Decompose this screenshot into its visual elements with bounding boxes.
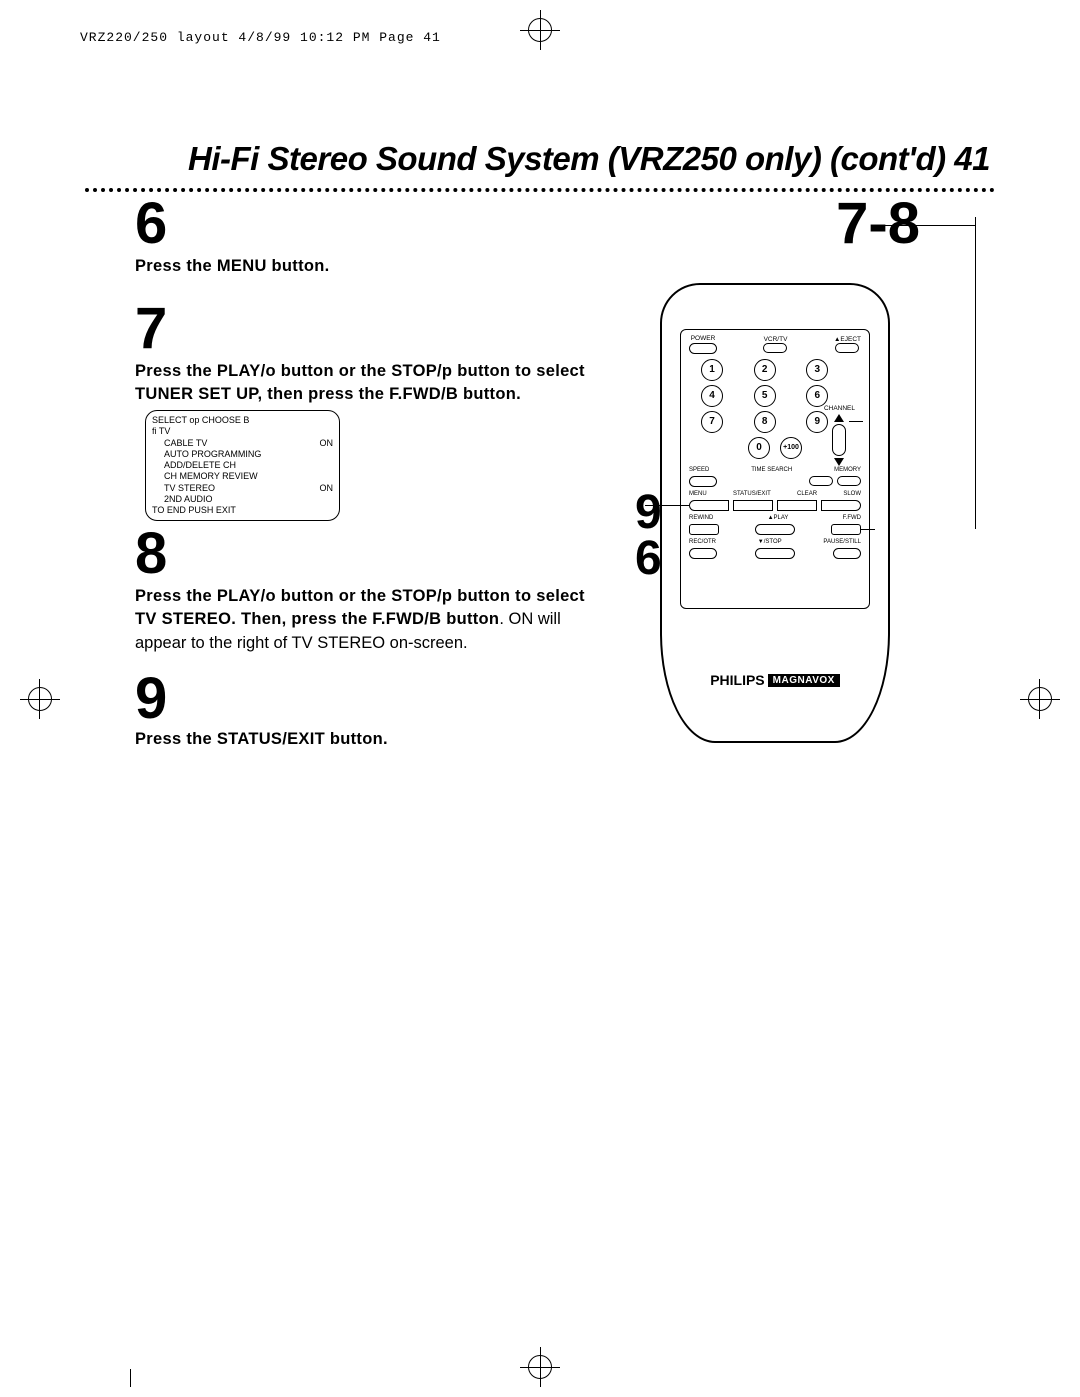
remote-power-button (689, 343, 717, 354)
step-7-8-callout-number: 7-8 (836, 195, 920, 253)
remote-label: MENU (689, 491, 707, 497)
remote-channel-rocker (832, 424, 846, 456)
remote-channel-down-icon (834, 458, 844, 466)
remote-num-6: 6 (806, 385, 828, 407)
remote-num-2: 2 (754, 359, 776, 381)
step-9-text: Press the STATUS/EXIT button. (135, 730, 388, 749)
remote-label: REWIND (689, 515, 713, 521)
screen-row: fi TV (152, 426, 333, 437)
remote-stop-button (755, 548, 795, 559)
screen-row: TV STEREO (164, 483, 215, 494)
remote-rec-button (689, 548, 717, 559)
screen-row: ADD/DELETE CH (152, 460, 333, 471)
callout-line-78 (880, 225, 975, 226)
page-title-row: Hi-Fi Stereo Sound System (VRZ250 only) … (90, 140, 990, 178)
callout-seg (849, 421, 863, 422)
screen-row: 2ND AUDIO (152, 494, 333, 505)
remote-brand: PHILIPS MAGNAVOX (660, 672, 890, 688)
crop-mark-right (1020, 679, 1060, 719)
remote-label: MEMORY (834, 467, 861, 473)
remote-num-8: 8 (754, 411, 776, 433)
crop-mark-left (20, 679, 60, 719)
remote-num-7: 7 (701, 411, 723, 433)
remote-label: ▼/STOP (758, 539, 782, 545)
step-7-text: Press the PLAY/o button or the STOP/p bu… (135, 360, 615, 405)
callout-menu-line (645, 505, 689, 506)
screen-top: SELECT op CHOOSE B (152, 415, 249, 426)
remote-num-4: 4 (701, 385, 723, 407)
tv-screen-menu: SELECT op CHOOSE B fi TV CABLE TV ON AUTO… (145, 410, 340, 521)
remote-channel-up-icon (834, 414, 844, 422)
page-header-meta: VRZ220/250 layout 4/8/99 10:12 PM Page 4… (80, 30, 441, 45)
step-7-line2: TUNER SET UP, then press the F.FWD/B but… (135, 385, 521, 403)
screen-bottom: TO END PUSH EXIT (152, 505, 333, 516)
step-6-text: Press the MENU button. (135, 257, 330, 276)
screen-row-val: ON (320, 483, 334, 494)
step-8-text: Press the PLAY/o button or the STOP/p bu… (135, 585, 615, 655)
remote-label: REC/OTR (689, 539, 716, 545)
crop-mark-top (520, 10, 560, 50)
callout-6: 6 (635, 536, 662, 582)
step-6-number: 6 (135, 195, 167, 253)
step-8-line2b: . ON will (499, 610, 560, 628)
remote-speed-button (689, 476, 717, 487)
step-7-number: 7 (135, 300, 167, 358)
remote-num-1: 1 (701, 359, 723, 381)
tick-mark (130, 1369, 131, 1387)
remote-pause-button (833, 548, 861, 559)
tick-mark (540, 1369, 541, 1387)
remote-slow-button (821, 500, 861, 511)
step-8-number: 8 (135, 525, 167, 583)
remote-label: F.FWD (843, 515, 861, 521)
remote-label: SLOW (843, 491, 861, 497)
remote-control-diagram: POWER VCR/TV ▲EJECT 1 2 3 4 5 6 7 8 9 (660, 283, 890, 743)
remote-vcrtv-button (763, 343, 787, 353)
remote-label: SPEED (689, 467, 709, 473)
screen-row: CABLE TV (164, 438, 207, 449)
step-8-line3: appear to the right of TV STEREO on-scre… (135, 634, 468, 652)
remote-num-3: 3 (806, 359, 828, 381)
page-title: Hi-Fi Stereo Sound System (VRZ250 only) … (188, 140, 990, 177)
remote-eject-button (835, 343, 859, 353)
remote-memory-button (837, 476, 861, 486)
remote-menu-button (689, 500, 729, 511)
step-8-line1: Press the PLAY/o button or the STOP/p bu… (135, 587, 585, 605)
remote-label: CLEAR (797, 491, 817, 497)
remote-num-0: 0 (748, 437, 770, 459)
step-9-number: 9 (135, 670, 167, 728)
brand-magnavox: MAGNAVOX (768, 674, 840, 687)
callout-9: 9 (635, 490, 662, 536)
step-7-line1: Press the PLAY/o button or the STOP/p bu… (135, 362, 585, 380)
remote-label: STATUS/EXIT (733, 491, 771, 497)
remote-num-5: 5 (754, 385, 776, 407)
remote-timesearch-button (809, 476, 833, 486)
remote-label: PAUSE/STILL (823, 539, 861, 545)
remote-ffwd-button (831, 524, 861, 535)
screen-row: CH MEMORY REVIEW (152, 471, 333, 482)
remote-label: TIME SEARCH (751, 467, 792, 473)
remote-status-exit-button (733, 500, 773, 511)
screen-row-val: ON (320, 438, 334, 449)
remote-play-button (755, 524, 795, 535)
remote-label-power: POWER (691, 336, 716, 343)
remote-clear-button (777, 500, 817, 511)
remote-label: ▲PLAY (768, 515, 789, 521)
step-8-line2a: TV STEREO. Then, press the F.FWD/B butto… (135, 610, 499, 628)
remote-rewind-button (689, 524, 719, 535)
remote-num-plus100: +100 (780, 437, 802, 459)
remote-label-channel: CHANNEL (824, 406, 855, 413)
screen-row: AUTO PROGRAMMING (152, 449, 333, 460)
callout-seg (861, 529, 875, 530)
brand-philips: PHILIPS (710, 672, 764, 688)
